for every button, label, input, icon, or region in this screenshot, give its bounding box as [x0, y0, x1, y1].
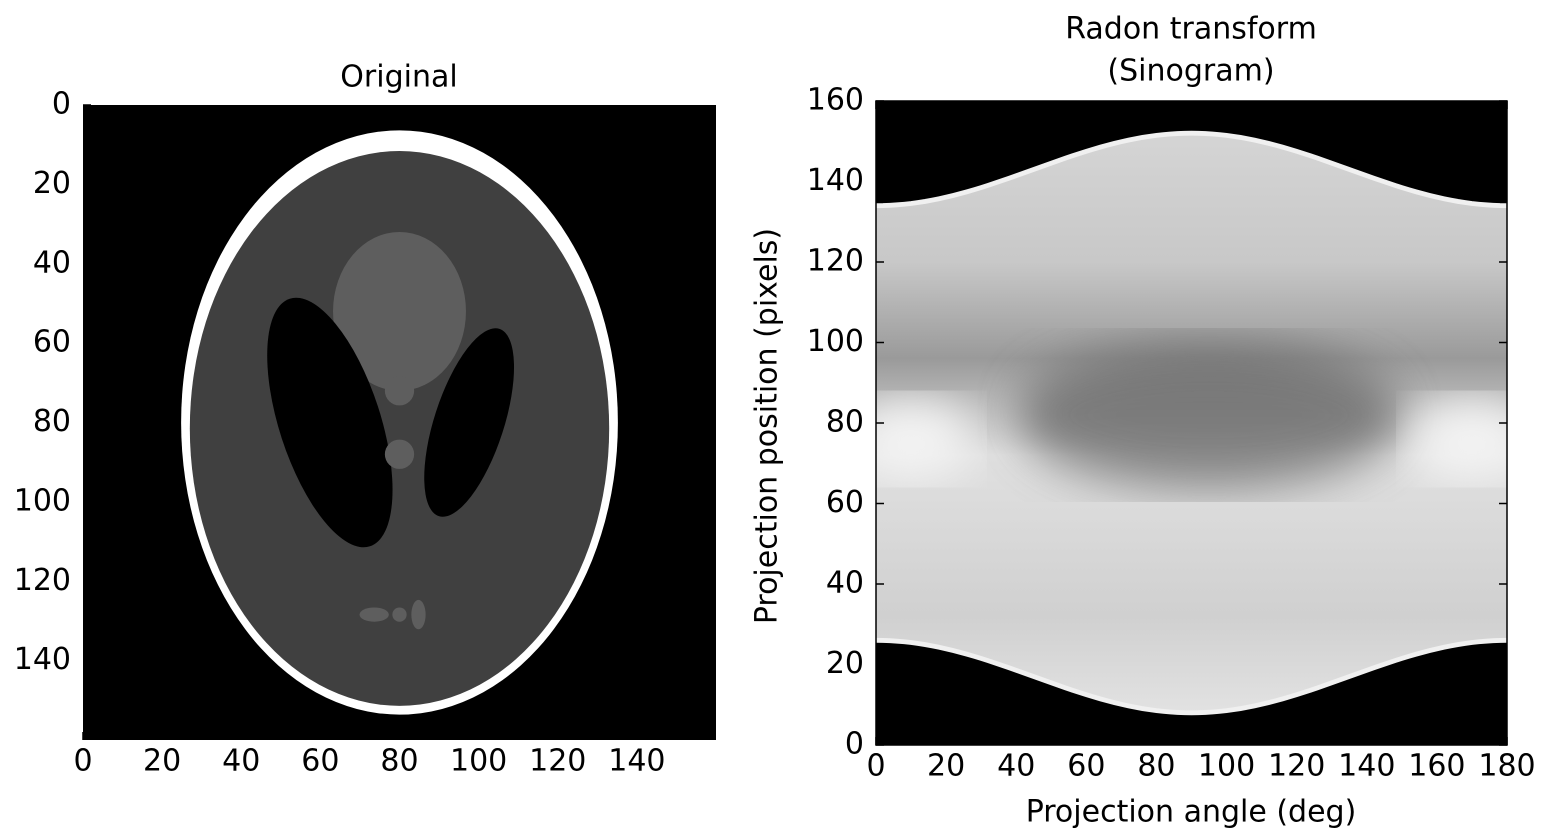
sinogram-image	[876, 101, 1507, 745]
y-tick-label: 60	[826, 485, 864, 520]
y-tick-label: 40	[33, 245, 71, 280]
x-tick-label: 140	[1338, 749, 1395, 784]
x-tick-label: 60	[301, 744, 339, 779]
y-tick-label: 120	[807, 244, 864, 279]
y-tick-label: 140	[14, 642, 71, 677]
chart-title: Original	[340, 60, 457, 95]
chart-title: (Sinogram)	[1107, 54, 1274, 89]
x-tick-label: 180	[1478, 749, 1535, 784]
y-axis-label: Projection position (pixels)	[750, 228, 785, 624]
x-tick-label: 20	[927, 749, 965, 784]
y-tick-label: 80	[826, 405, 864, 440]
y-tick-label: 160	[807, 83, 864, 118]
x-tick-label: 0	[73, 744, 92, 779]
x-tick-label: 40	[997, 749, 1035, 784]
x-tick-label: 60	[1067, 749, 1105, 784]
y-tick-label: 120	[14, 563, 71, 598]
y-tick-label: 100	[807, 324, 864, 359]
y-tick-label: 100	[14, 483, 71, 518]
y-tick-label: 20	[826, 646, 864, 681]
x-tick-label: 140	[608, 744, 665, 779]
x-tick-label: 80	[1137, 749, 1175, 784]
y-tick-label: 140	[807, 163, 864, 198]
y-tick-label: 40	[826, 566, 864, 601]
x-axis-label: Projection angle (deg)	[1026, 795, 1357, 830]
y-tick-label: 60	[33, 325, 71, 360]
chart-title: Radon transform	[1065, 12, 1317, 47]
x-tick-label: 80	[380, 744, 418, 779]
y-tick-label: 0	[845, 727, 864, 762]
y-tick-label: 20	[33, 166, 71, 201]
x-tick-label: 40	[222, 744, 260, 779]
x-tick-label: 160	[1408, 749, 1465, 784]
x-tick-label: 120	[1268, 749, 1325, 784]
y-tick-label: 0	[52, 87, 71, 122]
x-tick-label: 0	[866, 749, 885, 784]
x-tick-label: 20	[143, 744, 181, 779]
y-tick-label: 80	[33, 404, 71, 439]
phantom-image	[83, 105, 716, 740]
x-tick-label: 120	[529, 744, 586, 779]
x-tick-label: 100	[1198, 749, 1255, 784]
x-tick-label: 100	[450, 744, 507, 779]
